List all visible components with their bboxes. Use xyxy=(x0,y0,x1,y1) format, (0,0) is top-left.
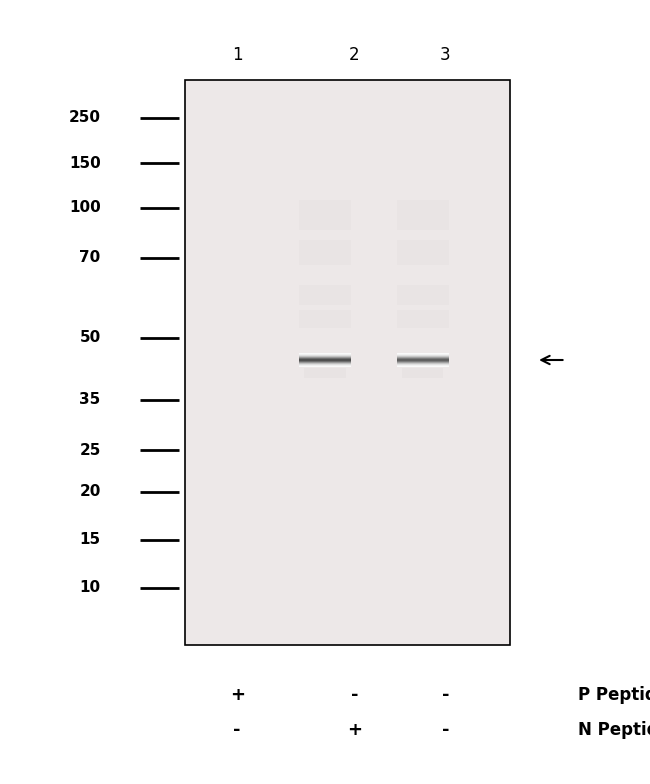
Text: 250: 250 xyxy=(69,111,101,125)
Bar xyxy=(299,240,351,265)
Text: 150: 150 xyxy=(69,155,101,170)
Bar xyxy=(396,310,448,328)
Text: -: - xyxy=(441,721,449,739)
Bar xyxy=(396,285,448,305)
Bar xyxy=(299,285,351,305)
Bar xyxy=(396,200,448,230)
Text: P Peptide: P Peptide xyxy=(578,686,650,704)
Bar xyxy=(396,240,448,265)
Bar xyxy=(402,368,443,378)
Text: 35: 35 xyxy=(79,393,101,408)
Text: -: - xyxy=(233,721,241,739)
Text: +: + xyxy=(346,721,362,739)
Text: 1: 1 xyxy=(232,46,242,64)
Bar xyxy=(304,368,346,378)
Text: 15: 15 xyxy=(79,532,101,547)
Text: -: - xyxy=(441,686,449,704)
Bar xyxy=(185,80,510,645)
Text: 70: 70 xyxy=(79,251,101,266)
Text: 2: 2 xyxy=(349,46,359,64)
Text: 25: 25 xyxy=(79,442,101,458)
Bar xyxy=(299,200,351,230)
Text: N Peptide: N Peptide xyxy=(578,721,650,739)
Text: +: + xyxy=(229,686,245,704)
Text: 3: 3 xyxy=(440,46,450,64)
Text: 20: 20 xyxy=(79,485,101,499)
Bar xyxy=(299,310,351,328)
Text: 50: 50 xyxy=(79,331,101,346)
Text: 100: 100 xyxy=(69,201,101,216)
Text: -: - xyxy=(350,686,358,704)
Text: 10: 10 xyxy=(79,580,101,596)
